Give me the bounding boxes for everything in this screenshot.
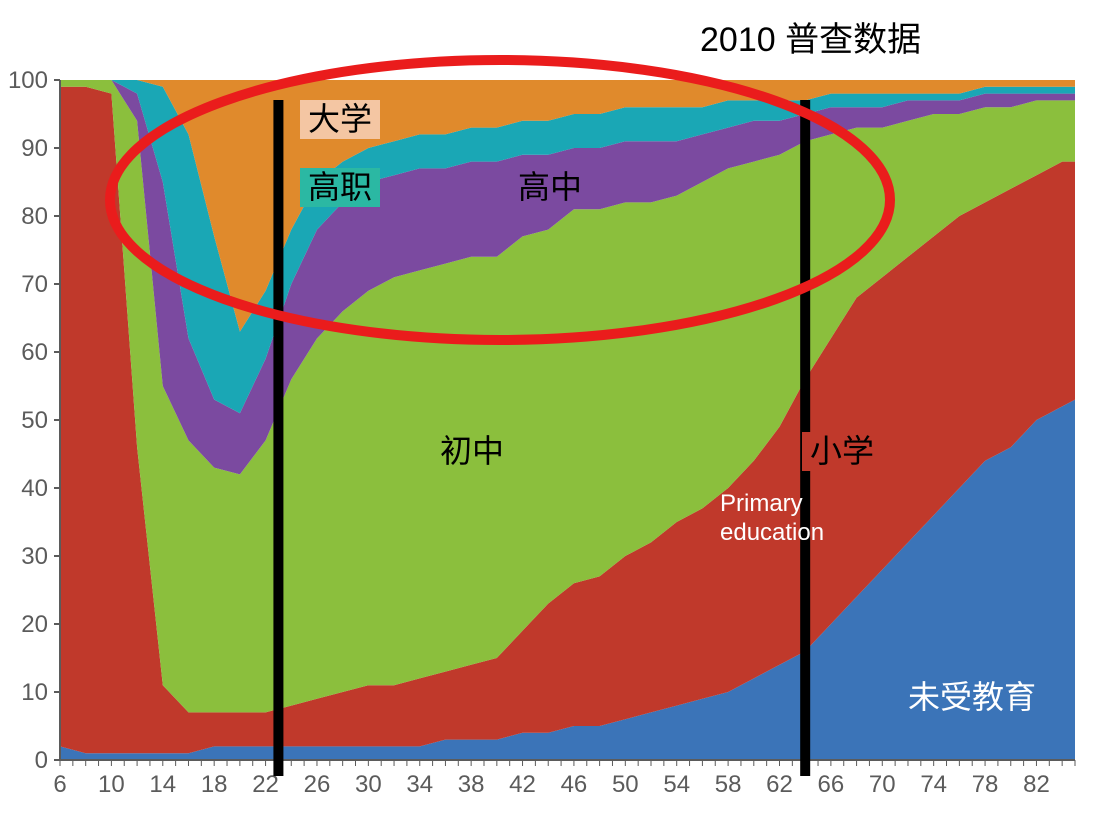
x-tick-label: 14 xyxy=(149,771,176,798)
y-tick-label: 20 xyxy=(21,611,48,638)
x-tick-label: 66 xyxy=(818,771,845,798)
label-vocational: 高职 xyxy=(300,168,380,207)
label-primary-english: Primary education xyxy=(720,490,824,548)
label-primary-english-line2: education xyxy=(720,519,824,546)
y-tick-label: 30 xyxy=(21,543,48,570)
x-tick-label: 18 xyxy=(201,771,228,798)
y-tick-label: 100 xyxy=(8,67,48,94)
x-tick-label: 82 xyxy=(1023,771,1050,798)
x-tick-label: 62 xyxy=(766,771,793,798)
x-tick-label: 6 xyxy=(53,771,66,798)
chart-container: 2010 普查数据 010203040506070809010061014182… xyxy=(0,0,1104,830)
y-tick-label: 50 xyxy=(21,407,48,434)
label-primary: 小学 xyxy=(802,432,882,471)
y-tick-label: 0 xyxy=(35,747,48,774)
label-no-education: 未受教育 xyxy=(900,678,1044,717)
y-tick-label: 70 xyxy=(21,271,48,298)
x-tick-label: 58 xyxy=(715,771,742,798)
label-primary-english-line1: Primary xyxy=(720,490,803,517)
x-tick-label: 10 xyxy=(98,771,125,798)
label-junior: 初中 xyxy=(432,432,512,471)
x-tick-label: 70 xyxy=(869,771,896,798)
x-tick-label: 74 xyxy=(920,771,947,798)
x-tick-label: 34 xyxy=(406,771,433,798)
x-tick-label: 26 xyxy=(304,771,331,798)
label-senior: 高中 xyxy=(510,168,590,207)
y-tick-label: 10 xyxy=(21,679,48,706)
x-tick-label: 54 xyxy=(663,771,690,798)
y-tick-label: 60 xyxy=(21,339,48,366)
x-tick-label: 42 xyxy=(509,771,536,798)
x-tick-label: 78 xyxy=(972,771,999,798)
label-university: 大学 xyxy=(300,100,380,139)
y-tick-label: 80 xyxy=(21,203,48,230)
x-tick-label: 46 xyxy=(561,771,588,798)
x-tick-label: 30 xyxy=(355,771,382,798)
y-tick-label: 40 xyxy=(21,475,48,502)
x-tick-label: 50 xyxy=(612,771,639,798)
y-tick-label: 90 xyxy=(21,135,48,162)
x-tick-label: 38 xyxy=(458,771,485,798)
